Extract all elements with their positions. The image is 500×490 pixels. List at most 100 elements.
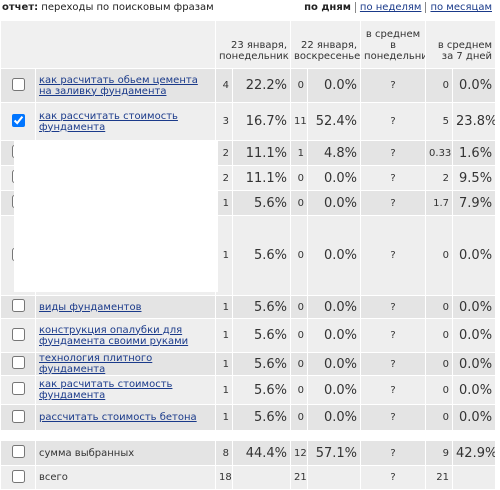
value-cell: 0.0%	[452, 215, 497, 296]
phrase-link[interactable]: как рассчитать стоимость фундамента	[39, 110, 178, 133]
column-header: 23 января, понедельник	[214, 20, 292, 69]
phrase-cell: рассчитать стоимость бетона	[35, 404, 216, 431]
value-cell: ?	[360, 404, 427, 431]
value-cell: 5.6%	[231, 352, 292, 376]
value-cell: 5.6%	[231, 295, 292, 319]
value-cell: 23.8%	[452, 102, 497, 141]
value-cell: 5.6%	[231, 318, 292, 353]
table-row: всего 18 21? 21	[0, 465, 497, 490]
value-cell: 5	[425, 102, 454, 141]
value-cell: 0	[290, 295, 309, 319]
value-cell: 9	[425, 440, 454, 466]
value-cell: 0	[425, 68, 454, 103]
value-cell: 57.1%	[307, 440, 362, 466]
value-cell: ?	[360, 102, 427, 141]
value-cell: 11	[290, 102, 309, 141]
row-checkbox[interactable]	[11, 356, 25, 369]
checkbox-cell	[0, 295, 36, 319]
phrase-cell: как расчитать обьем цемента на заливку ф…	[35, 68, 216, 103]
phrase-cell: технология плитного фундамента	[35, 352, 216, 376]
value-cell: 16.7%	[231, 102, 292, 141]
value-cell: 3	[215, 102, 233, 141]
value-cell: 0.0%	[307, 165, 362, 191]
period-link[interactable]: по месяцам	[425, 2, 496, 13]
table-row: как рассчитать стоимость фундамента 3 16.7…	[0, 102, 497, 141]
value-cell: 21	[290, 465, 309, 490]
value-cell: 11.1%	[231, 140, 292, 166]
value-cell: 18	[215, 465, 233, 490]
table-row: как расчитать обьем цемента на заливку ф…	[0, 68, 497, 103]
value-cell: 9.5%	[452, 165, 497, 191]
value-cell: 1	[290, 140, 309, 166]
value-cell: ?	[360, 295, 427, 319]
title-prefix: отчет:	[2, 2, 39, 13]
row-checkbox[interactable]	[11, 327, 25, 341]
report-title: отчет: переходы по поисковым фразам	[2, 2, 214, 13]
phrase-cell: сумма выбранных	[35, 440, 216, 466]
checkbox-cell	[0, 318, 36, 353]
value-cell: 21	[425, 465, 454, 490]
period-link[interactable]: по неделям	[354, 2, 426, 13]
checkbox-cell	[0, 375, 36, 405]
value-cell: 5.6%	[231, 404, 292, 431]
phrase-cell: виды фундаментов	[35, 295, 216, 319]
value-cell: 0.0%	[307, 68, 362, 103]
value-cell: 1	[215, 215, 233, 296]
value-cell: 0.0%	[452, 318, 497, 353]
phrase-link[interactable]: как расчитать обьем цемента на заливку ф…	[39, 74, 198, 97]
value-cell	[307, 465, 362, 490]
value-cell: 1	[215, 404, 233, 431]
value-cell: 0.0%	[307, 318, 362, 353]
value-cell: ?	[360, 215, 427, 296]
phrase-link[interactable]: виды фундаментов	[39, 301, 142, 313]
value-cell: 1	[215, 295, 233, 319]
value-cell: ?	[360, 352, 427, 376]
table-row: конструкция опалубки для фундамента свои…	[0, 318, 497, 353]
phrase-link[interactable]: технология плитного фундамента	[39, 353, 153, 375]
row-checkbox[interactable]	[11, 113, 25, 127]
value-cell: 1	[215, 318, 233, 353]
row-checkbox[interactable]	[11, 382, 25, 395]
value-cell: 0.33	[425, 140, 454, 166]
row-checkbox[interactable]	[11, 77, 25, 91]
value-cell: 7.9%	[452, 190, 497, 216]
table-row: виды фундаментов 1 5.6% 0 0.0%? 0 0.0%	[0, 295, 497, 319]
value-cell: 0.0%	[452, 404, 497, 431]
spacer	[0, 430, 496, 441]
value-cell: 0	[290, 375, 309, 405]
row-checkbox[interactable]	[11, 299, 25, 312]
period-switch: по дням по неделям по месяцам	[300, 2, 496, 13]
value-cell: ?	[360, 140, 427, 166]
value-cell: 4	[215, 68, 233, 103]
value-cell: 0	[290, 190, 309, 216]
row-checkbox[interactable]	[11, 409, 25, 423]
value-cell: 0.0%	[307, 295, 362, 319]
value-cell: ?	[360, 375, 427, 405]
value-cell: 0	[425, 295, 454, 319]
column-header: в среднем в понедельник	[360, 20, 427, 69]
phrase-cell: как расчитать стоимость фундамента	[35, 375, 216, 405]
value-cell: 52.4%	[307, 102, 362, 141]
value-cell: 0.0%	[307, 190, 362, 216]
value-cell: 44.4%	[231, 440, 292, 466]
redacted-area	[14, 141, 218, 292]
column-header: 22 января, воскресенье	[290, 20, 362, 69]
phrase-link[interactable]: конструкция опалубки для фундамента свои…	[39, 324, 189, 347]
phrase-link[interactable]: рассчитать стоимость бетона	[39, 412, 197, 423]
row-checkbox[interactable]	[11, 469, 25, 483]
phrase-link[interactable]: как расчитать стоимость фундамента	[39, 379, 173, 401]
checkbox-cell	[0, 102, 36, 141]
spacer-cell	[0, 430, 496, 441]
value-cell: 2	[425, 165, 454, 191]
value-cell	[452, 465, 497, 490]
checkbox-cell	[0, 440, 36, 466]
value-cell: 4.8%	[307, 140, 362, 166]
row-checkbox[interactable]	[11, 445, 25, 458]
checkbox-cell	[0, 352, 36, 376]
value-cell: 0	[290, 165, 309, 191]
value-cell: 0	[425, 215, 454, 296]
period-link: по дням	[304, 2, 351, 13]
value-cell: 0	[425, 352, 454, 376]
column-header: в среднем за 7 дней	[425, 20, 497, 69]
value-cell: 0	[290, 318, 309, 353]
